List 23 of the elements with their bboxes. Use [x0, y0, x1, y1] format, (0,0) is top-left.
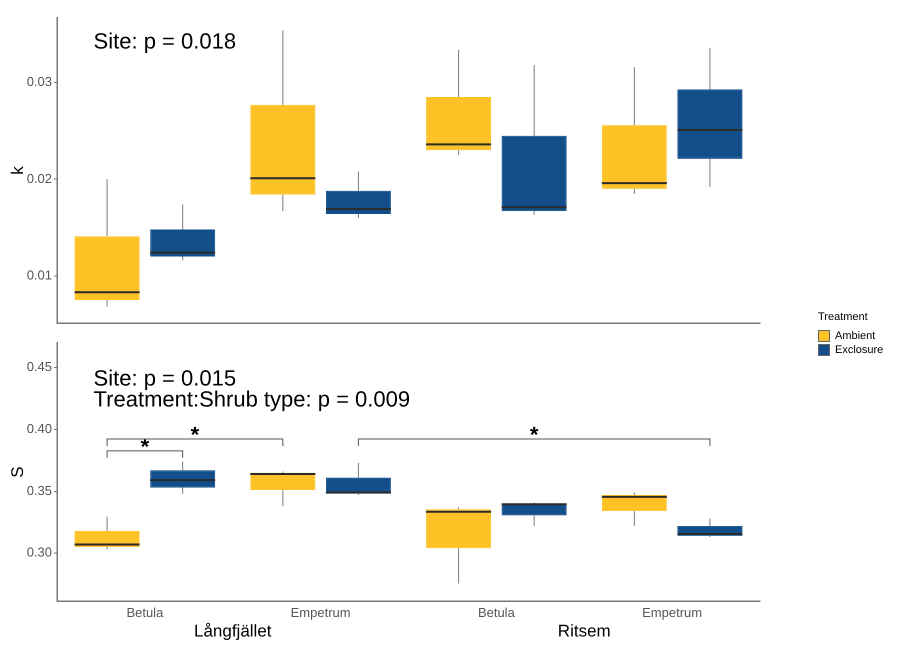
x-tick-label: Empetrum: [290, 604, 351, 620]
y-tick-label: 0.40: [26, 420, 52, 436]
annotation: *: [530, 422, 539, 448]
y-axis-title: k: [8, 166, 27, 175]
annotation: Site: p = 0.015: [94, 366, 236, 391]
y-tick-label: 0.03: [26, 74, 52, 90]
annotation: Site: p = 0.018: [94, 28, 236, 54]
legend-title: Treatment: [818, 311, 869, 323]
y-tick-label: 0.30: [26, 544, 52, 560]
x-tick-label: Empetrum: [642, 604, 702, 620]
legend-label: Ambient: [835, 330, 876, 342]
y-tick-label: 0.35: [26, 482, 52, 498]
x-tick-label: Betula: [478, 604, 516, 620]
annotation: *: [190, 422, 200, 448]
text: Ritsem: [558, 622, 611, 641]
y-axis-title: S: [8, 466, 27, 478]
y-tick-label: 0.02: [26, 170, 52, 186]
legend-label: Exclosure: [835, 344, 884, 356]
x-tick-label: Betula: [126, 604, 164, 620]
y-tick-label: 0.01: [26, 267, 52, 282]
annotation: *: [140, 434, 150, 459]
text: Långfjället: [194, 622, 272, 641]
y-tick-label: 0.45: [26, 359, 52, 374]
